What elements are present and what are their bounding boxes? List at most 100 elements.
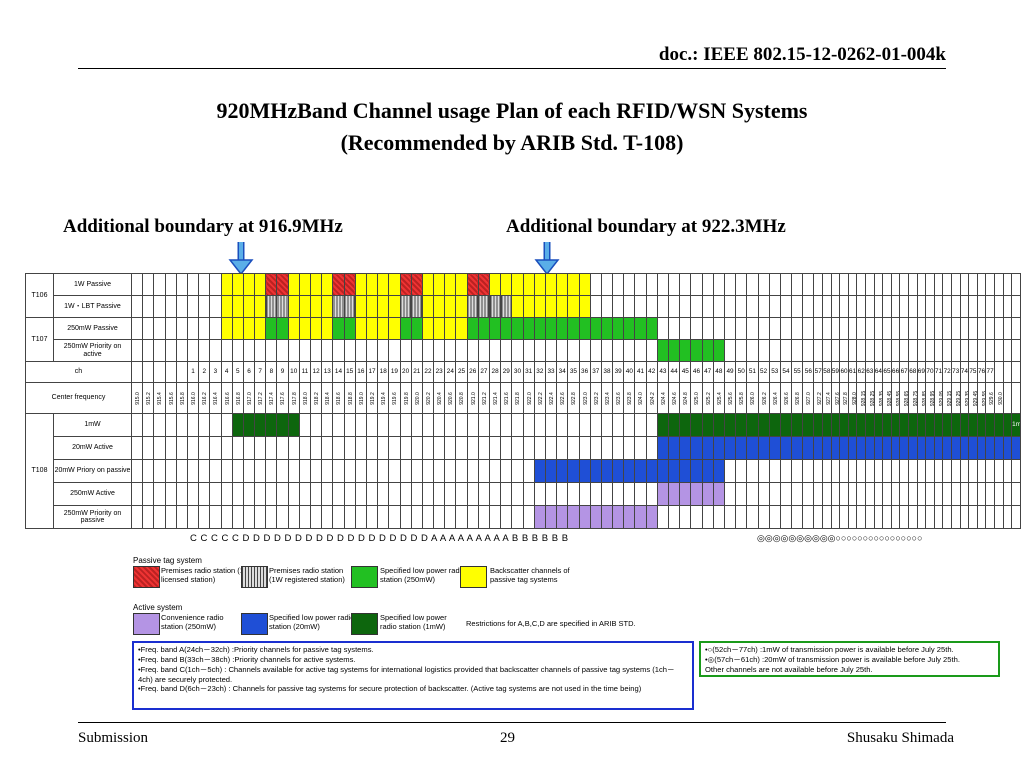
grid-cell	[589, 505, 602, 529]
grid-cell	[882, 505, 892, 529]
grid-cell	[976, 273, 987, 296]
grid-cell	[712, 339, 725, 362]
grid-cell	[254, 317, 267, 340]
grid-cell	[130, 459, 144, 483]
grid-cell	[1011, 361, 1021, 383]
grid-cell: 19	[388, 361, 401, 383]
grid-cell	[220, 413, 233, 437]
grid-cell	[455, 436, 468, 460]
grid-cell	[623, 295, 636, 318]
grid-cell: 928.55	[890, 382, 901, 414]
grid-cell: 930.0	[993, 382, 1004, 414]
grid-cell	[444, 273, 457, 296]
grid-cell: 43	[656, 361, 670, 383]
grid-cell	[399, 339, 412, 362]
grid-cell	[533, 482, 546, 506]
grid-cell	[1002, 505, 1013, 529]
grid-cell	[511, 482, 524, 506]
grid-cell	[942, 436, 952, 460]
grid-cell	[873, 436, 884, 460]
grid-cell	[667, 295, 681, 318]
grid-cell	[600, 413, 614, 437]
grid-cell	[757, 295, 770, 318]
grid-cell	[421, 505, 435, 529]
grid-cell	[925, 436, 935, 460]
grid-cell	[544, 273, 558, 296]
grid-cell	[976, 413, 987, 437]
grid-cell	[242, 317, 256, 340]
grid-cell: 54	[779, 361, 793, 383]
legend-text-licensed: Premises radio station (1W licensed stat…	[161, 566, 252, 584]
grid-cell	[265, 295, 278, 318]
grid-cell	[916, 436, 927, 460]
grid-cell	[976, 505, 987, 529]
grid-cell	[890, 317, 901, 340]
grid-cell	[533, 317, 546, 340]
grid-cell	[421, 339, 435, 362]
grid-cell	[723, 339, 737, 362]
grid-cell	[600, 505, 614, 529]
grid-cell	[873, 339, 884, 362]
grid-cell: 928.35	[873, 382, 884, 414]
grid-cell	[242, 413, 256, 437]
grid-cell	[723, 273, 737, 296]
grid-cell	[735, 273, 748, 296]
grid-cell: 928.0	[847, 382, 858, 414]
grid-cell	[634, 505, 647, 529]
grid-cell	[950, 317, 961, 340]
grid-cell: 36	[578, 361, 591, 383]
grid-cell	[511, 436, 524, 460]
grid-cell	[968, 413, 978, 437]
grid-cell	[768, 482, 781, 506]
grid-cell	[433, 273, 446, 296]
grid-cell	[723, 317, 737, 340]
grid-cell	[757, 273, 770, 296]
grid-cell: 929.55	[976, 382, 987, 414]
grid-cell: 925.4	[712, 382, 725, 414]
grid-cell	[421, 273, 435, 296]
table-row: ch 1 2 3 4 5 6 7 8 9 10 11 12 13 14 15 16 17 18 19 20 21 22 23 2…	[25, 361, 1021, 383]
grid-cell	[1002, 382, 1013, 414]
grid-cell	[209, 317, 222, 340]
grid-cell	[735, 505, 748, 529]
grid-cell: 922.2	[533, 382, 546, 414]
grid-cell: 31	[522, 361, 535, 383]
grid-cell	[856, 436, 866, 460]
grid-cell	[690, 339, 703, 362]
grid-cell: 7	[254, 361, 267, 383]
grid-cell	[1011, 382, 1021, 414]
grid-cell	[276, 482, 289, 506]
grid-cell	[142, 459, 155, 483]
legend-text-250mw: Specified low power radio station (250mW…	[380, 566, 466, 584]
table-row: T1081mW1mW	[25, 413, 1021, 529]
grid-cell	[959, 413, 970, 437]
grid-cell	[976, 459, 987, 483]
grid-cell	[198, 339, 211, 362]
grid-cell	[791, 459, 804, 483]
grid-cell	[712, 317, 725, 340]
grid-cell	[511, 317, 524, 340]
grid-cell	[791, 436, 804, 460]
grid-cell	[377, 505, 390, 529]
grid-cell: 47	[701, 361, 714, 383]
grid-cell	[511, 505, 524, 529]
grid-cell	[933, 339, 944, 362]
grid-cell	[544, 339, 558, 362]
grid-cell	[287, 413, 300, 437]
grid-cell	[656, 273, 670, 296]
grid-cell	[175, 482, 188, 506]
grid-cell	[410, 482, 423, 506]
grid-cell	[444, 482, 457, 506]
grid-cell	[511, 459, 524, 483]
grid-cell	[873, 482, 884, 506]
grid-cell	[365, 505, 379, 529]
grid-cell	[813, 339, 824, 362]
grid-cell	[847, 317, 858, 340]
grid-cell: 917.6	[276, 382, 289, 414]
legend-text-registered: Premises radio station (1W registered st…	[269, 566, 345, 584]
grid-cell	[231, 295, 244, 318]
grid-cell	[321, 459, 334, 483]
grid-cell: 32	[533, 361, 546, 383]
grid-cell	[612, 459, 625, 483]
grid-cell	[578, 273, 591, 296]
